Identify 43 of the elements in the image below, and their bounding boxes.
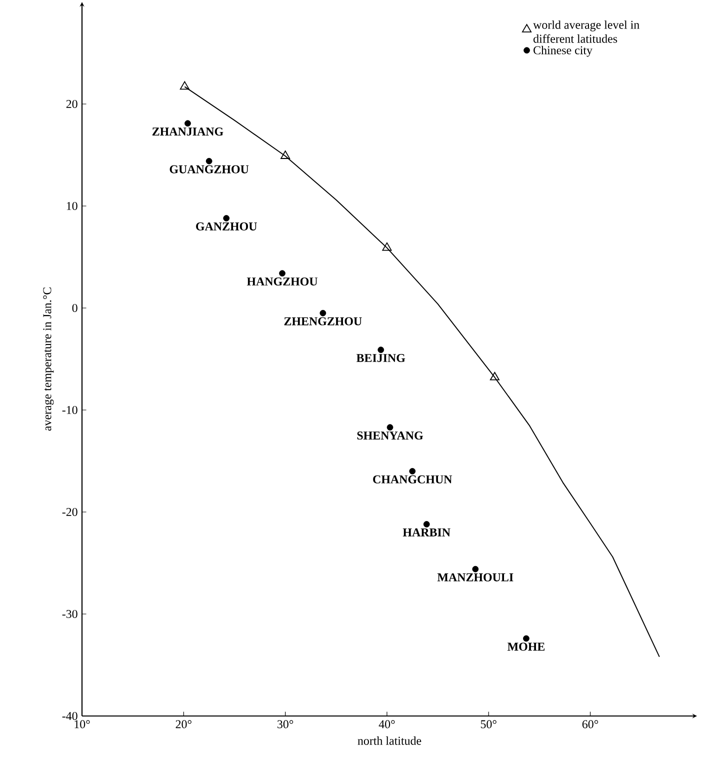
x-tick-label: 20° [176, 720, 192, 728]
annotation: MOHE [508, 642, 545, 651]
annotation: GANZHOU [196, 222, 257, 230]
y-tick-label: 10 [66, 202, 78, 210]
annotation: CHANGCHUN [373, 475, 452, 484]
point [409, 468, 416, 474]
y-tick-label: -40 [62, 712, 78, 720]
point [180, 81, 190, 90]
x-axis-title: north latitude [358, 736, 422, 745]
point [472, 566, 479, 572]
annotation: HARBIN [402, 528, 450, 536]
annotation: ZHANJIANG [152, 128, 224, 136]
x-tick-label: 40° [378, 720, 395, 728]
annotation: SHENYANG [357, 432, 424, 440]
point [386, 424, 394, 431]
point [206, 158, 212, 164]
y-tick-label: 0 [72, 304, 78, 312]
x-tick-label: 60° [582, 720, 598, 728]
y-tick-label: -10 [62, 406, 78, 414]
point [382, 242, 392, 251]
annotation: GUANGZHOU [170, 165, 249, 174]
y-axis-title: average temperature in Jan.°C [43, 288, 54, 431]
x-tick-label: 50° [480, 720, 496, 728]
y-tick-label: 20 [66, 100, 78, 108]
y-tick-label: -20 [62, 508, 78, 516]
annotation: BEIJING [356, 354, 406, 362]
annotation: ZHENGZHOU [284, 317, 362, 326]
legend-label: Chinese city [534, 46, 592, 57]
point [320, 310, 326, 316]
point [223, 215, 230, 222]
point [280, 150, 290, 159]
x-tick-label: 30° [278, 720, 294, 728]
legend-label: world average level in different latitudes [533, 20, 640, 43]
x-tick-label: 10° [74, 720, 90, 728]
point [378, 346, 384, 354]
y-tick-label: -30 [62, 610, 78, 618]
annotation: MANZHOULI [437, 573, 514, 582]
point [184, 120, 191, 127]
point [523, 635, 530, 642]
annotation: HANGZHOU [246, 277, 318, 286]
point [423, 521, 430, 528]
point [279, 270, 286, 277]
point [490, 372, 500, 380]
